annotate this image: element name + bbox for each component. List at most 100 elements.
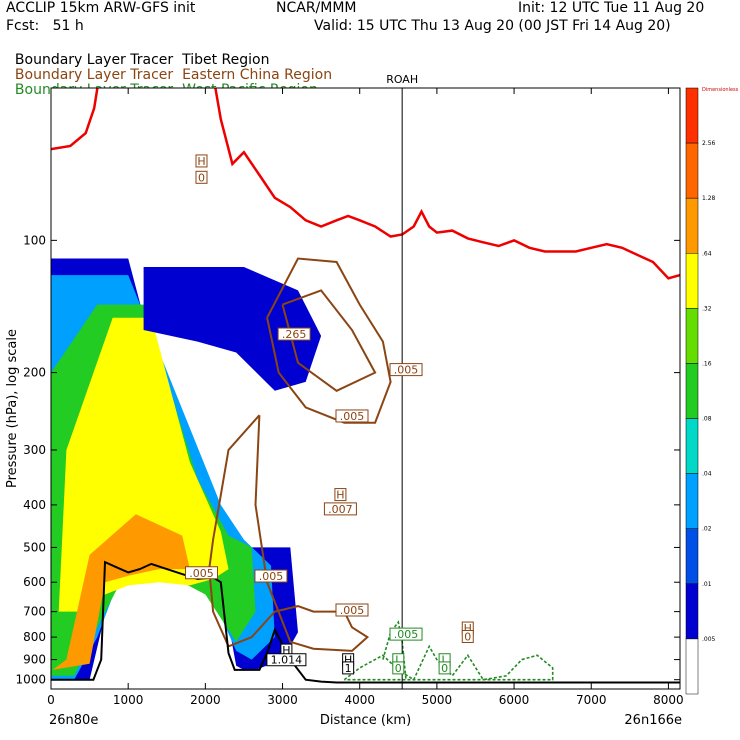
- contour-label-2: .265: [282, 328, 307, 341]
- contour-label-box-5: [334, 488, 347, 502]
- ytick-label-9: 1000: [15, 673, 46, 687]
- contour-label-box-12: [461, 629, 474, 643]
- contour-label-box-3: [389, 363, 423, 377]
- ytick-label-4: 500: [23, 540, 46, 554]
- ytick-label-1: 200: [23, 366, 46, 380]
- ytick-label-7: 800: [23, 630, 46, 644]
- colorbar-segment-6: [685, 418, 699, 474]
- contour-label-box-16: [342, 661, 355, 675]
- contour-label-15: H: [344, 654, 352, 667]
- colorbar-label-3: .64: [702, 250, 712, 257]
- xtick-label-4: 4000: [344, 693, 375, 707]
- eastern-china-contour-1: [208, 414, 370, 652]
- colorbar-segment-9: [685, 583, 699, 640]
- legend-line-tibet: Boundary Layer Tracer Tibet Region: [6, 36, 270, 68]
- contour-label-14: 1.014: [271, 654, 303, 667]
- contour-label-17: L: [395, 654, 402, 667]
- legend-prefix: Boundary Layer Tracer: [14, 52, 174, 68]
- colorbar-segment-2: [685, 197, 699, 254]
- contour-label-6: .007: [328, 503, 353, 516]
- tracer-band-4: [52, 514, 190, 670]
- x-axis-label: Distance (km): [320, 713, 411, 728]
- colorbar-label-1: 2.56: [702, 140, 716, 147]
- colorbar-label-5: .16: [702, 360, 712, 367]
- right-endpoint-label: 26n166e: [624, 713, 682, 728]
- header-init: Init: 12 UTC Tue 11 Aug 20: [518, 0, 705, 16]
- colorbar-segment-4: [685, 308, 699, 364]
- ytick-label-2: 300: [23, 443, 46, 457]
- colorbar-label-6: .08: [702, 416, 712, 423]
- xtick-label-8: 8000: [653, 693, 684, 707]
- ytick-label-0: 100: [23, 233, 46, 247]
- xtick-label-1: 1000: [113, 693, 144, 707]
- contour-label-8: .005: [259, 570, 284, 583]
- tropopause-line: [51, 88, 680, 280]
- contour-label-box-8: [254, 569, 288, 583]
- contour-label-4: .005: [340, 410, 365, 423]
- west-pacific-contour-0: [343, 644, 554, 681]
- xtick-label-2: 2000: [190, 693, 221, 707]
- xtick-label-5: 5000: [422, 693, 453, 707]
- colorbar-segment-3: [685, 253, 699, 309]
- tracer-band-3: [58, 317, 229, 612]
- station-label: ROAH: [386, 73, 418, 86]
- colorbar-label-0: Dimensionless: [702, 87, 739, 93]
- contour-label-3: .005: [394, 364, 419, 377]
- ytick-label-8: 900: [23, 653, 46, 667]
- legend-region: Eastern China Region: [182, 67, 333, 83]
- contour-label-box-6: [323, 502, 357, 516]
- colorbar-label-10: .005: [702, 636, 716, 643]
- left-endpoint-label: 26n80e: [49, 713, 98, 728]
- xtick-label-7: 7000: [576, 693, 607, 707]
- colorbar-segment-10: [685, 638, 699, 695]
- contour-label-box-10: [389, 627, 423, 641]
- west-pacific-contour-1: [382, 620, 407, 680]
- contour-label-18: 0: [395, 662, 402, 675]
- contour-label-box-0: [195, 154, 208, 168]
- contour-label-20: 0: [441, 662, 448, 675]
- contour-label-7: .005: [189, 567, 214, 580]
- colorbar-segment-1: [685, 142, 699, 199]
- ytick-label-3: 400: [23, 498, 46, 512]
- colorbar-label-9: .01: [702, 581, 712, 588]
- contour-label-13: H: [282, 644, 290, 657]
- colorbar-label-7: .04: [702, 471, 712, 478]
- legend-line-eastern-china: Boundary Layer Tracer Eastern China Regi…: [6, 51, 332, 83]
- contour-label-box-1: [195, 170, 208, 184]
- contour-label-5: H: [336, 489, 344, 502]
- contour-label-box-4: [335, 409, 369, 423]
- contour-label-box-20: [438, 661, 451, 675]
- contour-label-box-2: [277, 327, 311, 341]
- legend-region: Tibet Region: [182, 52, 270, 68]
- colorbar-label-4: .32: [702, 305, 712, 312]
- header-fcst: Fcst: 51 h: [6, 18, 84, 34]
- contour-label-box-9: [335, 603, 369, 617]
- contour-label-box-7: [184, 566, 218, 580]
- colorbar-label-8: .02: [702, 526, 712, 533]
- ytick-label-5: 600: [23, 575, 46, 589]
- colorbar-segment-0: [685, 87, 699, 144]
- contour-label-box-14: [266, 653, 307, 667]
- eastern-china-contour-2: [281, 289, 377, 392]
- contour-label-19: L: [442, 654, 449, 667]
- contour-label-12: 0: [464, 630, 471, 643]
- plot-frame: [50, 87, 681, 690]
- colorbar-segment-8: [685, 528, 699, 585]
- contour-label-9: .005: [340, 604, 365, 617]
- eastern-china-contour-0: [266, 257, 392, 424]
- header-valid: Valid: 15 UTC Thu 13 Aug 20 (00 JST Fri …: [314, 18, 671, 34]
- terrain-line: [51, 560, 680, 684]
- xtick-label-0: 0: [47, 693, 55, 707]
- colorbar-label-2: 1.28: [702, 195, 716, 202]
- xtick-label-3: 3000: [267, 693, 298, 707]
- contour-label-10: .005: [394, 628, 419, 641]
- colorbar-segment-5: [685, 363, 699, 419]
- contour-label-box-18: [392, 661, 405, 675]
- contour-label-11: H: [464, 622, 472, 635]
- colorbar-segment-7: [685, 473, 699, 529]
- contour-label-0: H: [197, 155, 205, 168]
- legend-prefix: Boundary Layer Tracer: [14, 67, 174, 83]
- xtick-label-6: 6000: [499, 693, 530, 707]
- contour-label-1: 0: [198, 171, 205, 184]
